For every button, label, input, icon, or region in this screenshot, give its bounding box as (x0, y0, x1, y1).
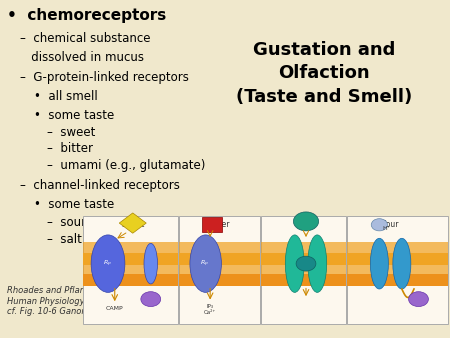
Circle shape (409, 292, 428, 307)
FancyBboxPatch shape (179, 216, 260, 324)
Circle shape (296, 256, 316, 271)
Ellipse shape (91, 235, 125, 292)
Text: H⁺: H⁺ (382, 226, 390, 231)
Text: •  some taste: • some taste (34, 198, 114, 211)
FancyBboxPatch shape (347, 253, 448, 265)
Text: –  sour: – sour (47, 216, 86, 228)
Text: –  umami (e.g., glutamate): – umami (e.g., glutamate) (47, 159, 206, 172)
Ellipse shape (370, 238, 388, 289)
Text: –  sweet: – sweet (47, 126, 95, 139)
FancyBboxPatch shape (261, 242, 346, 286)
Circle shape (371, 219, 387, 231)
Ellipse shape (308, 235, 327, 292)
Text: Gustation and
Olfaction
(Taste and Smell): Gustation and Olfaction (Taste and Smell… (236, 41, 412, 106)
Text: CAMP: CAMP (106, 306, 124, 311)
Text: •  some taste: • some taste (34, 109, 114, 122)
Text: dissolved in mucus: dissolved in mucus (20, 51, 144, 64)
Text: –  channel-linked receptors: – channel-linked receptors (20, 179, 180, 192)
Text: $R_p$: $R_p$ (103, 259, 112, 269)
FancyBboxPatch shape (261, 273, 346, 286)
Circle shape (141, 292, 161, 307)
Circle shape (293, 212, 319, 231)
Text: Sweet: Sweet (121, 220, 144, 229)
FancyBboxPatch shape (83, 242, 178, 286)
Polygon shape (119, 213, 146, 233)
Text: –  salt: – salt (47, 233, 82, 245)
FancyBboxPatch shape (261, 253, 346, 265)
Text: $R_p$: $R_p$ (200, 259, 209, 269)
Text: IP₃
Ca²⁺: IP₃ Ca²⁺ (204, 304, 216, 315)
Text: –  G-protein-linked receptors: – G-protein-linked receptors (20, 71, 189, 83)
Text: Bitter: Bitter (208, 220, 230, 229)
FancyBboxPatch shape (179, 253, 260, 265)
Ellipse shape (144, 243, 158, 284)
FancyBboxPatch shape (347, 242, 448, 286)
Ellipse shape (393, 238, 411, 289)
FancyBboxPatch shape (83, 253, 178, 265)
FancyBboxPatch shape (179, 273, 260, 286)
FancyBboxPatch shape (83, 273, 178, 286)
Text: Rhoades and Pflanzer,
Human Physiology
cf. Fig. 10-6 Ganong: Rhoades and Pflanzer, Human Physiology c… (7, 286, 99, 316)
Ellipse shape (285, 235, 304, 292)
Text: Sour: Sour (382, 220, 399, 229)
Text: –  bitter: – bitter (47, 142, 93, 155)
Text: •  all smell: • all smell (34, 90, 98, 103)
FancyBboxPatch shape (347, 273, 448, 286)
Ellipse shape (190, 235, 221, 292)
FancyBboxPatch shape (347, 216, 448, 324)
FancyBboxPatch shape (202, 217, 222, 232)
FancyBboxPatch shape (179, 242, 260, 286)
Text: Salt: Salt (298, 220, 314, 229)
Text: •  chemoreceptors: • chemoreceptors (7, 8, 166, 23)
Text: –  chemical substance: – chemical substance (20, 32, 151, 45)
FancyBboxPatch shape (261, 216, 346, 324)
FancyBboxPatch shape (83, 216, 178, 324)
